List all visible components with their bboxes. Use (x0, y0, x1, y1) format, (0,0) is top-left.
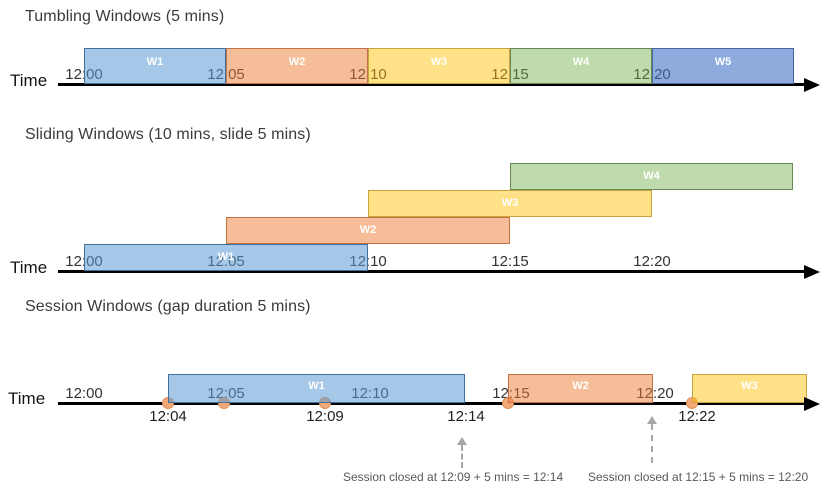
window-label: W2 (572, 380, 589, 392)
sliding-tick-12-15: 12:15 (491, 253, 529, 270)
tumbling-time-axis (58, 83, 806, 86)
event-label-12-04: 12:04 (149, 408, 187, 425)
session-close-annotation-left: Session closed at 12:09 + 5 mins = 12:14 (343, 470, 564, 484)
window-label: W4 (643, 170, 660, 182)
tumbling-window-w2: W2 (226, 48, 368, 84)
session-tick-12-00: 12:00 (65, 385, 103, 402)
session-window-w2: W2 (508, 374, 653, 403)
window-label: W1 (217, 251, 235, 263)
arrow-dashed-line (461, 445, 463, 468)
window-label: W1 (308, 380, 325, 392)
sliding-axis-arrowhead-icon (804, 265, 820, 279)
session-section-title: Session Windows (gap duration 5 mins) (25, 298, 311, 315)
arrow-up-head (457, 437, 467, 445)
window-label: W3 (501, 197, 519, 209)
session-axis-arrowhead-icon (804, 397, 820, 411)
session-time-axis (58, 402, 806, 405)
session-close-annotation-right: Session closed at 12:15 + 5 mins = 12:20 (588, 470, 809, 484)
sliding-section-title: Sliding Windows (10 mins, slide 5 mins) (25, 126, 311, 143)
sliding-tick-12-20: 12:20 (633, 253, 671, 270)
window-label: W1 (146, 56, 164, 68)
tumbling-window-w3: W3 (368, 48, 510, 84)
window-label: W3 (741, 380, 758, 392)
window-label: W5 (714, 56, 732, 68)
sliding-time-axis (58, 270, 806, 273)
session-time-axis-label: Time (8, 389, 46, 408)
tumbling-time-axis-label: Time (10, 71, 48, 90)
arrow-up-head (647, 416, 657, 424)
tumbling-window-w1: W1 (84, 48, 226, 84)
sliding-window-w4: W4 (510, 163, 793, 190)
tumbling-section-title: Tumbling Windows (5 mins) (25, 8, 225, 25)
window-label: W2 (288, 56, 306, 68)
tumbling-window-w5: W5 (652, 48, 794, 84)
sliding-window-w1: W1 (84, 244, 368, 271)
tumbling-axis-arrowhead-icon (804, 78, 820, 92)
session-close-arrow-icon-left (457, 437, 467, 468)
sliding-window-w3: W3 (368, 190, 652, 217)
window-label: W4 (572, 56, 590, 68)
sliding-time-axis-label: Time (10, 258, 48, 277)
event-label-12-14: 12:14 (447, 408, 485, 425)
session-window-w3: W3 (692, 374, 807, 403)
session-window-w1: W1 (168, 374, 465, 403)
window-label: W3 (430, 56, 448, 68)
sliding-window-w2: W2 (226, 217, 510, 244)
event-label-12-09: 12:09 (306, 408, 344, 425)
tumbling-window-w4: W4 (510, 48, 652, 84)
session-close-arrow-icon-right (647, 416, 657, 463)
window-label: W2 (359, 224, 377, 236)
arrow-dashed-line (651, 424, 653, 463)
event-label-12-22: 12:22 (678, 408, 716, 425)
